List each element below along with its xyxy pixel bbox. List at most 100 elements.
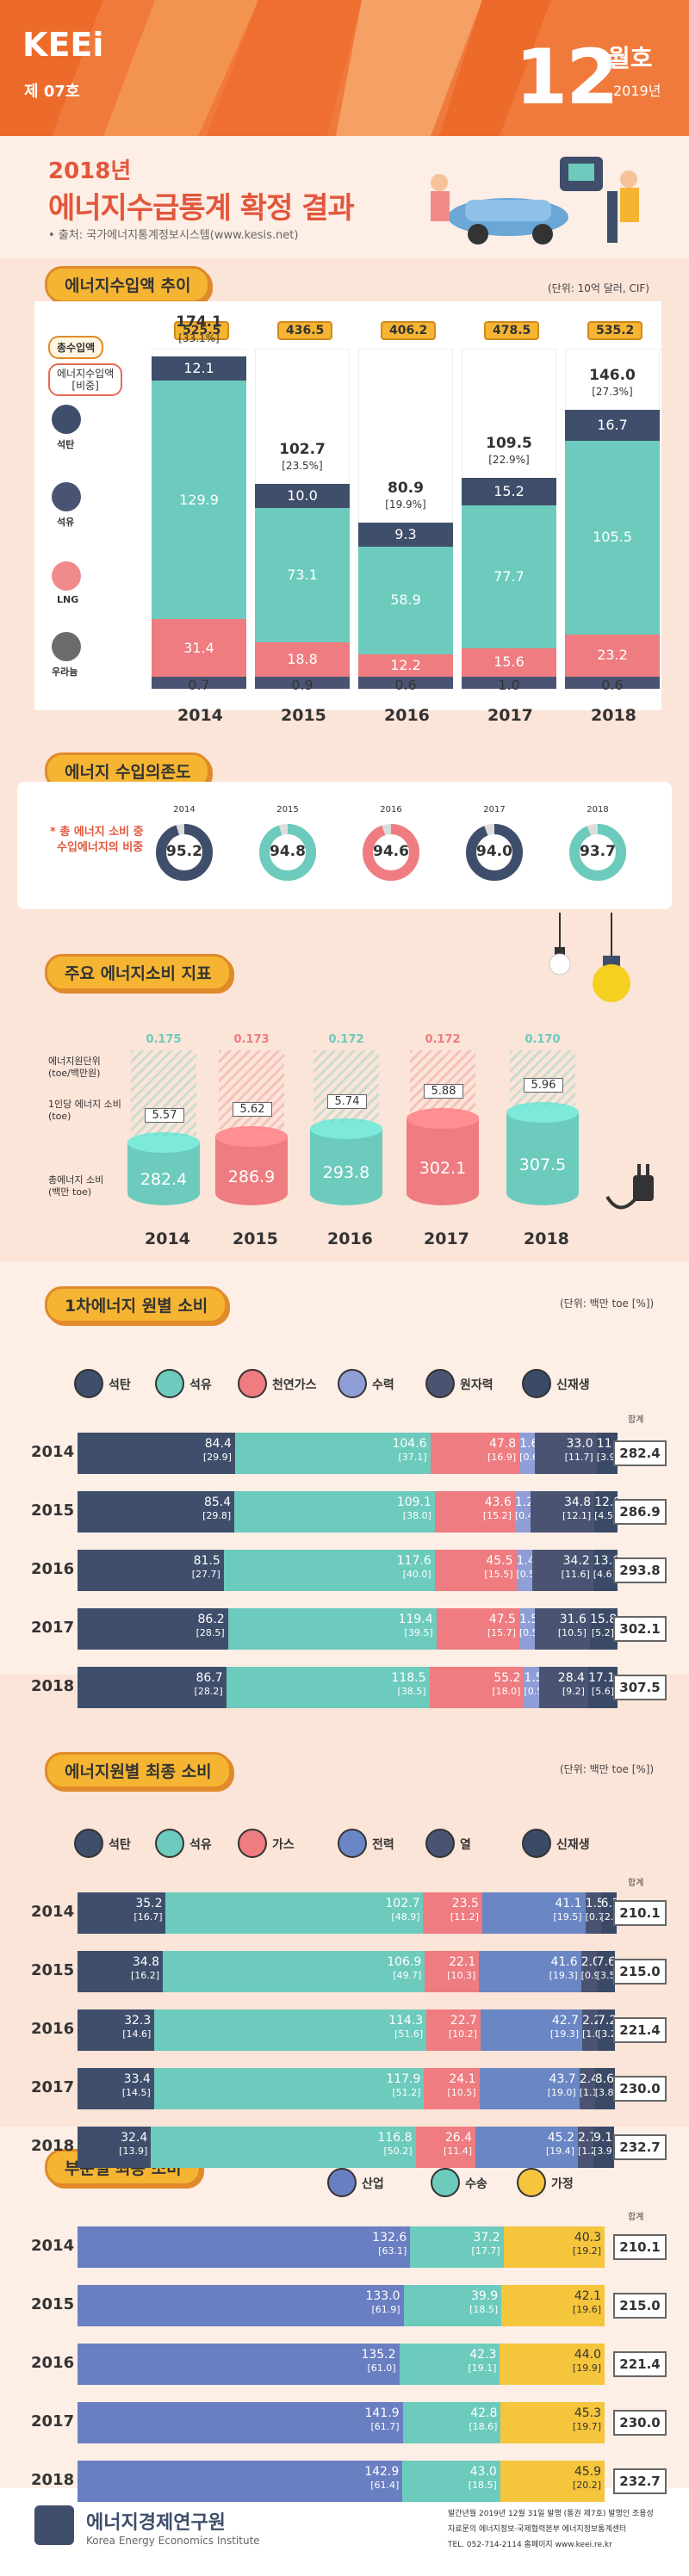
bar-segment: 40.3 [19.2] (503, 2226, 605, 2268)
bar-segment: 2.2 [1.0] (582, 2009, 605, 2051)
segment-value: 7.6 (596, 1955, 616, 1969)
segment-value: 1.5 (518, 1613, 539, 1626)
donut-slice (156, 824, 213, 881)
bar-segment: 116.8 [50.2] (151, 2127, 416, 2168)
segment-value: 12.8 (594, 1495, 622, 1509)
bar-segment: 86.2 [28.5] (78, 1608, 228, 1650)
bar-segment: 37.2 [17.7] (410, 2226, 504, 2268)
bar-segment: 8.6 [3.8] (594, 2068, 618, 2109)
bar-segment: 24.1 [10.5] (424, 2068, 480, 2109)
segment-pct: [18.0] (492, 1686, 521, 1697)
legend-icon (74, 1369, 103, 1398)
segment-pct: [61.4] (370, 2480, 400, 2491)
segment-value: 37.2 (473, 2231, 500, 2245)
legend-label: 천연가스 (272, 1378, 317, 1392)
oil-segment (255, 508, 350, 642)
footer-org-en: Korea Energy Economics Institute (86, 2535, 260, 2547)
bar-segment: 2.0 [0.9] (580, 1951, 604, 1992)
segment-pct: [20.2] (572, 2480, 601, 2491)
legend-label: 석유 (189, 1838, 212, 1852)
bar-segment: 32.3 [14.6] (78, 2009, 155, 2051)
legend-icon (155, 1829, 184, 1858)
oil-segment-value: 58.9 (390, 591, 421, 609)
donut-chart (466, 824, 523, 881)
row-total: 221.4 (613, 2017, 667, 2043)
legend-label: 신재생 (556, 1378, 590, 1392)
row-total: 302.1 (613, 1616, 667, 1642)
cylinder-top (506, 1101, 579, 1123)
bar-segment: 118.5 [38.5] (226, 1667, 430, 1708)
segment-value: 45.3 (574, 2406, 601, 2420)
segment-value: 6.2 (600, 1897, 620, 1910)
segment-value: 23.5 (451, 1897, 479, 1910)
bar-segment: 17.1 [5.6] (587, 1667, 618, 1708)
segment-value: 34.8 (563, 1495, 592, 1509)
total-consumption-value: 282.4 (140, 1170, 188, 1190)
oil-segment (462, 505, 556, 648)
row-year: 2018 (31, 2471, 75, 2489)
total-value-badge: 478.5 (484, 321, 540, 340)
cylinder-body (215, 1136, 288, 1205)
bar-segment: 34.8 [12.1] (530, 1491, 595, 1533)
bar-segment: 41.1 [19.5] (481, 1892, 586, 1934)
segment-pct: [0.4] (514, 1510, 537, 1521)
segment-value: 35.2 (135, 1897, 163, 1910)
bar-segment: 31.6 [10.5] (534, 1608, 590, 1650)
import-unit: (단위: 10억 달러, CIF) (548, 282, 649, 294)
segment-pct: [13.9] (119, 2146, 148, 2157)
segment-value: 2.7 (577, 2131, 598, 2145)
uranium-label: 우라늄 (52, 666, 78, 678)
donut-year: 2018 (587, 805, 609, 814)
percapita-value: 5.96 (524, 1077, 563, 1093)
keei-logo: KEEi (22, 26, 104, 64)
legend-label: 수력 (372, 1378, 394, 1392)
coal-segment (255, 484, 350, 509)
lng-segment-value: 23.2 (597, 647, 628, 664)
year-label: 2014 (145, 1229, 190, 1248)
segment-value: 2.0 (580, 1955, 600, 1969)
energy-share: [23.5%] (282, 460, 323, 473)
segment-pct: [0.6] (519, 1452, 543, 1463)
donut-slice (363, 824, 419, 881)
bar-segment: 135.2 [61.0] (78, 2344, 400, 2385)
bar-segment: 44.0 [19.9] (500, 2344, 605, 2385)
coal-segment-value: 12.1 (183, 360, 214, 377)
bar-segment: 47.8 [16.9] (430, 1433, 520, 1474)
segment-pct: [19.0] (547, 2087, 576, 2098)
segment-pct: [19.9] (572, 2362, 601, 2374)
row-total: 230.0 (613, 2410, 667, 2436)
legend-label: 가스 (272, 1838, 295, 1852)
energy-total: 146.0 (589, 367, 636, 385)
segment-pct: [38.0] (402, 1510, 431, 1521)
segment-value: 43.7 (549, 2072, 576, 2086)
bar-segment: 119.4 [39.5] (227, 1608, 437, 1650)
segment-pct: [0.5] (524, 1686, 547, 1697)
segment-value: 33.4 (123, 2072, 151, 2086)
legend-label: 수송 (465, 2177, 487, 2191)
bar-segment: 43.0 [18.5] (402, 2461, 500, 2502)
footer-org: 에너지경제연구원 (86, 2512, 226, 2534)
segment-pct: [15.7] (487, 1627, 516, 1638)
footer (0, 2488, 689, 2576)
segment-pct: [29.9] (202, 1452, 232, 1463)
section-primary: 1차에너지 원별 소비 (45, 1286, 228, 1323)
oil-segment (152, 381, 246, 620)
cylinder-body (506, 1112, 579, 1205)
legend-label: 가정 (551, 2177, 574, 2191)
segment-pct: [19.3] (549, 2028, 579, 2040)
segment-pct: [18.5] (469, 2304, 499, 2315)
segment-pct: [61.9] (371, 2304, 400, 2315)
source-note: • 출처: 국가에너지통계정보시스템(www.kesis.net) (48, 229, 299, 242)
bar-segment: 104.6 [37.1] (234, 1433, 431, 1474)
energy-total: 109.5 (486, 434, 532, 452)
coal-segment-value: 10.0 (287, 487, 318, 505)
row-total: 215.0 (613, 1959, 667, 1985)
energy-share: [27.3%] (592, 386, 633, 399)
segment-value: 43.0 (469, 2465, 497, 2479)
row-year: 2016 (31, 1560, 75, 1578)
total-consumption-value: 286.9 (227, 1167, 276, 1187)
segment-value: 104.6 (392, 1437, 427, 1451)
lng-label: LNG (57, 594, 79, 605)
segment-value: 44.0 (574, 2348, 601, 2362)
segment-pct: [50.2] (383, 2146, 413, 2157)
